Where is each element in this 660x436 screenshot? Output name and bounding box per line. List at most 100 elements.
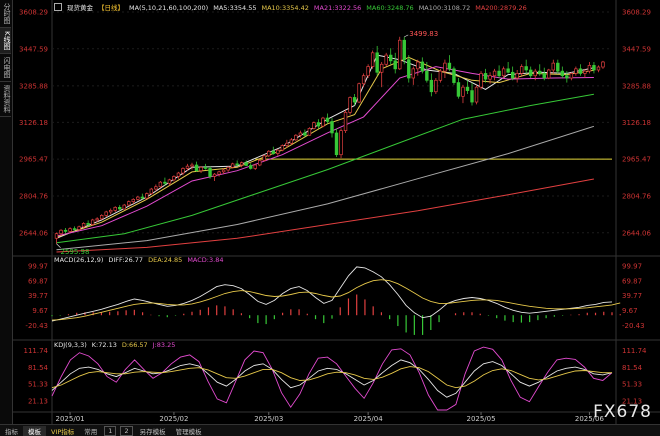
kdj-d-line [51, 366, 612, 389]
macd-tick-left: 39.77 [28, 292, 48, 300]
candle-body [538, 70, 542, 74]
ma-params: MA(5,10,21,60,100,200) [129, 4, 209, 12]
indicator-toolbar: 指标 模板 VIP指标 常用 1 2 另存模板 管理模板 [0, 424, 660, 436]
low-marker [56, 243, 61, 248]
candle-body [389, 54, 393, 62]
candle-body [285, 142, 289, 146]
ma60-value: MA60:3248.76 [366, 4, 414, 12]
candle-body [574, 68, 578, 74]
candle-body [366, 66, 370, 77]
candle-body [361, 75, 366, 85]
candle-body [72, 228, 77, 230]
date-label: 2025/04 [354, 415, 384, 423]
price-tick-right: 3126.18 [622, 119, 651, 127]
settings-swatch-icon[interactable] [54, 3, 62, 11]
candle-body [465, 86, 470, 91]
candle-body [425, 70, 429, 81]
candle-body [569, 73, 574, 79]
ma10-value: MA10:3354.42 [261, 4, 309, 12]
tab-profile[interactable]: 资料资料 [0, 82, 11, 117]
candle-body [199, 166, 203, 172]
candle-body [244, 162, 248, 166]
candle-body [434, 79, 438, 93]
candle-body [185, 165, 190, 169]
candle-body [289, 139, 294, 144]
candle-body [416, 61, 420, 70]
candle-body [587, 65, 592, 72]
macd-tick-left: -20.43 [25, 322, 48, 330]
candle-body [181, 168, 185, 174]
candle-body [145, 193, 149, 199]
tab-timeshare[interactable]: 分时图 [0, 0, 11, 28]
candle-body [217, 171, 221, 175]
save-template-button[interactable]: 另存模板 [139, 427, 166, 436]
kdj-tick-right: 111.74 [622, 347, 647, 355]
candle-body [77, 226, 81, 230]
price-tick-right: 3447.59 [622, 45, 651, 53]
candle-body [271, 150, 275, 154]
price-legend: 现货黄金 【日线】 MA(5,10,21,60,100,200) MA5:3354.5… [54, 2, 532, 12]
candle-body [131, 198, 135, 202]
candle-body [136, 196, 140, 200]
common-button[interactable]: 常用 [84, 427, 98, 436]
candle-body [583, 70, 587, 74]
date-label: 2025/05 [466, 415, 495, 423]
candle-body [303, 132, 307, 136]
tab-flash[interactable]: 闪电图 [0, 54, 11, 82]
candle-body [547, 69, 551, 79]
candle-body [267, 150, 271, 157]
candle-body [230, 163, 235, 168]
candle-body [294, 134, 298, 141]
candle-body [167, 179, 172, 184]
vip-indicator-button[interactable]: VIP指标 [51, 427, 75, 436]
candle-body [492, 70, 497, 77]
candle-body [352, 97, 357, 103]
kdj-legend: KDJ(9,3,3) K:72.13 D:66.57 J:83.25 [54, 341, 180, 349]
page-1-button[interactable]: 1 [104, 425, 117, 436]
candle-body [54, 233, 59, 239]
kdj-tick-right: 51.33 [622, 381, 642, 389]
candle-body [398, 39, 402, 70]
indicator-button[interactable]: 指标 [5, 427, 18, 436]
candle-body [578, 68, 583, 74]
date-label: 2025/02 [159, 415, 188, 423]
kdj-j-value: J:83.25 [152, 341, 176, 349]
candle-body [560, 70, 565, 77]
candle-body [239, 162, 244, 166]
candle-body [370, 52, 375, 67]
price-tick-right: 2644.06 [622, 229, 651, 237]
macd-tick-right: 99.97 [622, 262, 642, 270]
manage-template-button[interactable]: 管理模板 [175, 427, 202, 436]
price-tick-left: 2965.47 [19, 156, 48, 164]
candle-body [59, 229, 63, 235]
candle-body [565, 75, 569, 79]
candle-body [542, 73, 546, 79]
candle-body [375, 52, 379, 73]
period-label[interactable]: 【日线】 [98, 4, 124, 12]
candle-body [592, 65, 596, 71]
candle-body [203, 166, 208, 169]
candle-body [456, 82, 461, 97]
kdj-tick-left: 51.33 [28, 381, 48, 389]
candle-body [140, 196, 145, 199]
tab-kline[interactable]: K线图 [0, 28, 11, 54]
candle-body [596, 66, 601, 71]
candle-body [158, 181, 163, 188]
template-button[interactable]: 模板 [23, 425, 46, 436]
candle-body [253, 164, 257, 169]
candle-body [235, 163, 239, 166]
candle-body [176, 172, 181, 177]
candle-body [601, 61, 605, 68]
candle-body [208, 168, 212, 177]
candle-body [452, 68, 456, 83]
price-tick-right: 3608.29 [622, 9, 651, 17]
macd-tick-left: 9.67 [32, 307, 48, 315]
macd-tick-left: 69.87 [28, 277, 48, 285]
price-tick-left: 3126.18 [19, 119, 48, 127]
price-chart[interactable]: 3608.29 3608.29 3447.59 3447.59 3285.88 3285.… [0, 0, 660, 424]
candle-body [104, 211, 108, 216]
candle-body [339, 130, 343, 156]
price-tick-left: 3285.88 [19, 82, 48, 90]
page-2-button[interactable]: 2 [120, 425, 133, 436]
candle-body [226, 166, 230, 171]
